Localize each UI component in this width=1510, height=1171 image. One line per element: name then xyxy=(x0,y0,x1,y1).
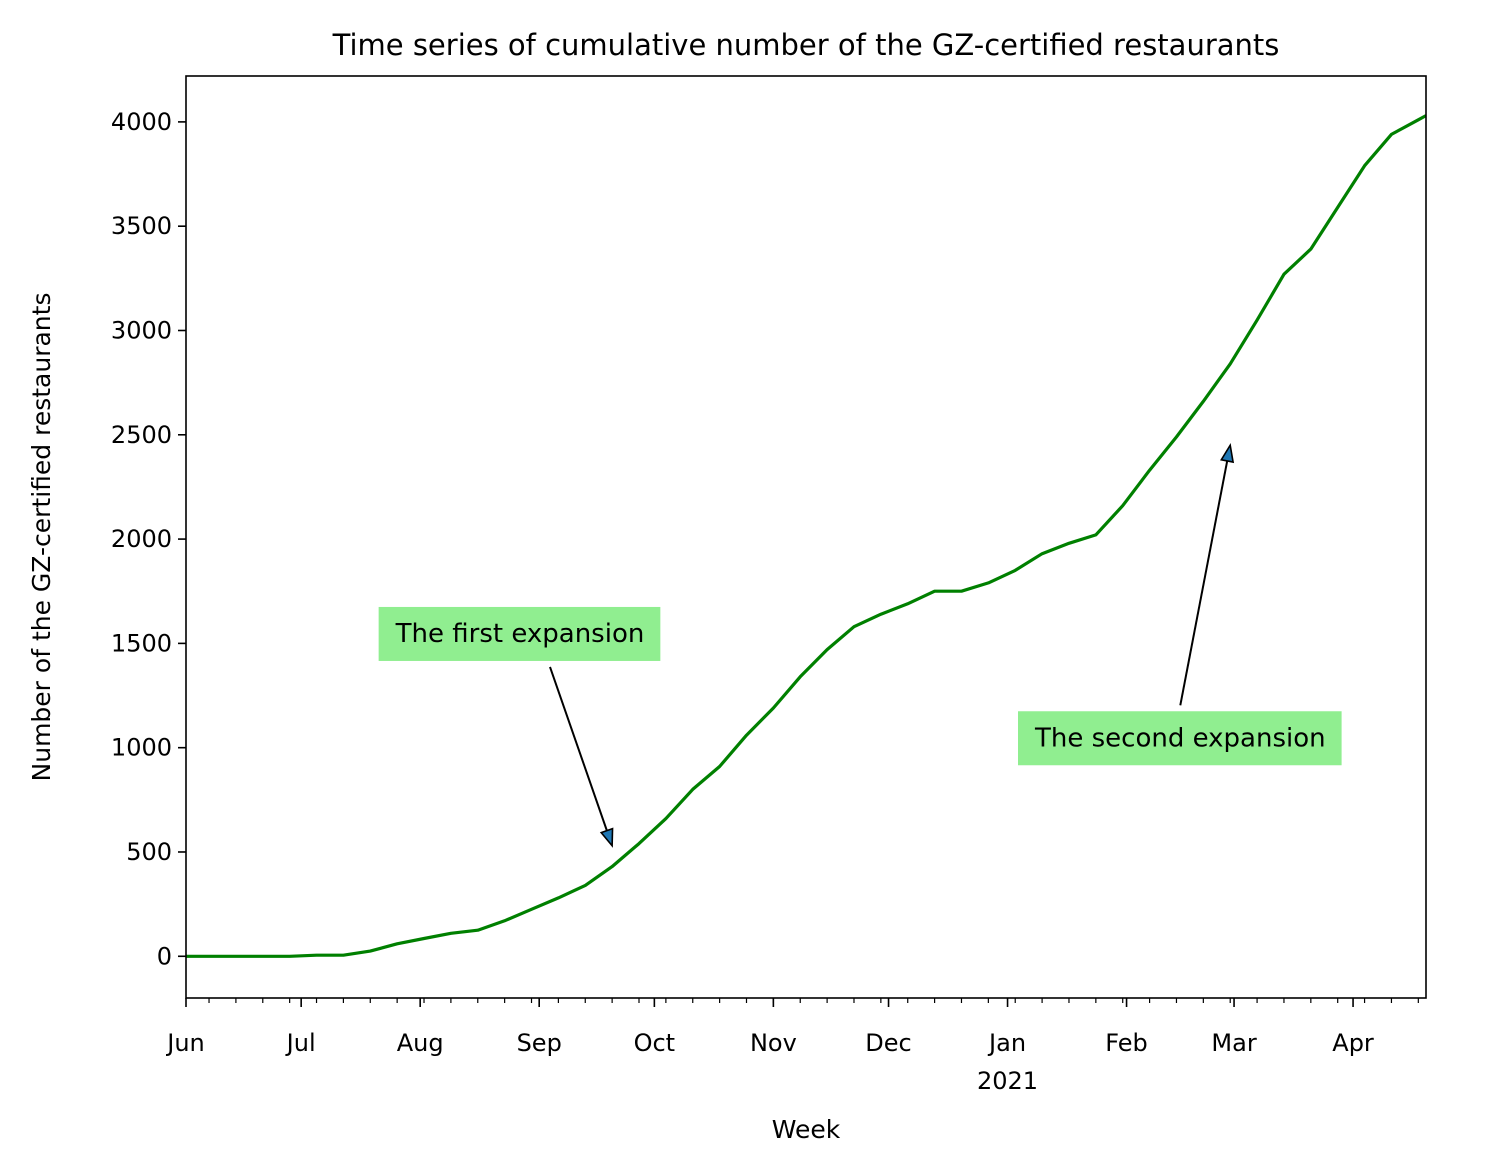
annotation-text: The first expansion xyxy=(395,619,645,649)
x-tick-label: Jul xyxy=(285,1029,316,1057)
annotation-arrow-line xyxy=(1179,460,1229,706)
x-axis-label: Week xyxy=(772,1115,841,1144)
annotation-arrow-head xyxy=(599,827,614,848)
x-tick-label: Dec xyxy=(865,1029,911,1057)
y-tick-label: 3500 xyxy=(111,212,172,240)
x-tick-label: Mar xyxy=(1211,1029,1256,1057)
annotation-arrow-head xyxy=(1220,442,1235,464)
y-tick-label: 500 xyxy=(126,838,172,866)
series-layer xyxy=(186,114,1426,958)
y-axis: 0 500 1000 1500 2000 2500 3000 3500 4000 xyxy=(111,108,186,970)
annotation: The first expansion xyxy=(378,606,661,848)
x-tick-label: Sep xyxy=(517,1029,562,1057)
annotation: The second expansion xyxy=(1017,442,1342,766)
plot-area xyxy=(185,75,1427,999)
x-tick-label: Jun xyxy=(165,1029,205,1057)
x-axis: Jun Jul Aug Sep Oct Nov Dec Jan 2021 Feb Mar Apr xyxy=(165,998,1419,1095)
chart-title: Time series of cumulative number of the … xyxy=(332,28,1280,62)
x-tick-year-label: 2021 xyxy=(977,1067,1038,1095)
annotation-box xyxy=(1017,711,1342,766)
y-tick-label: 3000 xyxy=(111,316,172,344)
y-tick-label: 2000 xyxy=(111,525,172,553)
x-tick-label: Apr xyxy=(1332,1029,1374,1057)
series-line xyxy=(186,114,1426,958)
y-axis-label: Number of the GZ-certified restaurants xyxy=(27,293,56,782)
annotation-layer: The first expansion The second expansion xyxy=(378,442,1342,848)
x-tick-label: Feb xyxy=(1105,1029,1148,1057)
y-tick-label: 4000 xyxy=(111,108,172,136)
annotation-text: The second expansion xyxy=(1034,723,1326,753)
y-tick-label: 2500 xyxy=(111,421,172,449)
x-tick-label: Nov xyxy=(750,1029,797,1057)
annotation-box xyxy=(378,606,661,661)
y-tick-label: 1500 xyxy=(111,629,172,657)
x-tick-label: Aug xyxy=(397,1029,444,1057)
x-tick-label: Jan xyxy=(987,1029,1026,1057)
y-tick-label: 1000 xyxy=(111,734,172,762)
x-tick-label: Oct xyxy=(634,1029,676,1057)
y-tick-label: 0 xyxy=(157,942,172,970)
annotation-arrow-line xyxy=(549,666,608,831)
